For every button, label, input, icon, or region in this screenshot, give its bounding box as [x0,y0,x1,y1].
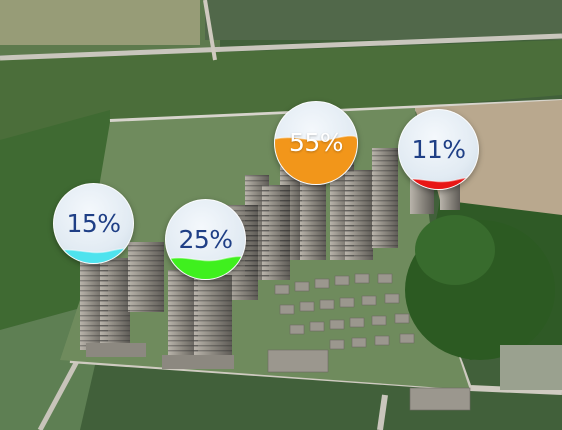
liquid-wave-2 [166,256,245,279]
liquid-highlight-4 [399,176,478,183]
liquid-highlight-1 [54,247,133,254]
liquid-fill-4 [399,176,478,189]
liquid-wave-1 [54,248,133,263]
liquid-fill-3 [275,135,357,184]
liquid-wave-4 [399,177,478,189]
liquid-fill-2 [166,255,245,279]
occupancy-badge-1[interactable]: 15% [53,183,134,264]
occupancy-badge-4[interactable]: 11% [398,109,479,190]
percent-label-2: 25% [178,224,233,254]
percent-label-3: 55% [288,127,344,157]
occupancy-badge-2[interactable]: 25% [165,199,246,280]
occupancy-badge-3[interactable]: 55% [274,101,358,185]
liquid-highlight-3 [275,135,357,142]
percent-label-1: 15% [66,208,121,238]
liquid-wave-3 [275,135,357,184]
percent-label-4: 11% [411,134,466,164]
liquid-fill-1 [54,247,133,263]
liquid-highlight-2 [166,255,245,262]
